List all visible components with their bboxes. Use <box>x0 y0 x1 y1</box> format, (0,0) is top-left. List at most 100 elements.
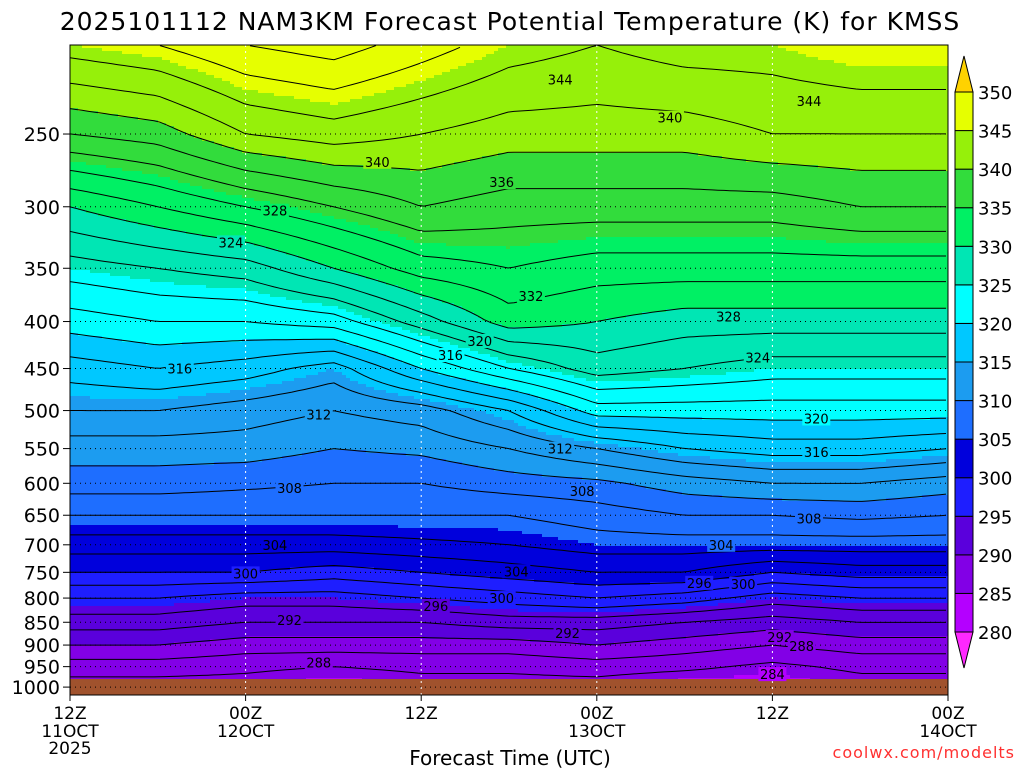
contour-label: 324 <box>744 351 772 367</box>
colorbar-label: 330 <box>978 237 1012 258</box>
contour-label: 320 <box>466 334 494 350</box>
colorbar-swatch <box>955 92 973 131</box>
contour-label: 296 <box>685 576 713 592</box>
y-tick-label: 550 <box>24 439 60 461</box>
colorbar-label: 290 <box>978 546 1012 567</box>
y-tick-label: 900 <box>24 635 60 657</box>
colorbar-label: 280 <box>978 623 1012 644</box>
x-tick-label: 12Z <box>53 704 86 724</box>
colorbar-swatch <box>955 131 973 170</box>
y-tick-label: 850 <box>24 612 60 634</box>
colorbar-label: 310 <box>978 392 1012 413</box>
colorbar-label: 350 <box>978 83 1012 104</box>
contour-label: 308 <box>568 484 596 500</box>
contour-label-text: 336 <box>489 176 514 191</box>
colorbar-label: 305 <box>978 430 1012 451</box>
y-tick-label: 400 <box>24 312 60 334</box>
contour-label-text: 324 <box>745 352 770 367</box>
contour-label: 304 <box>707 538 735 554</box>
colorbar-swatch <box>955 169 973 208</box>
contour-label: 288 <box>788 639 816 655</box>
contour-label-text: 300 <box>233 567 258 582</box>
y-tick-label: 1000 <box>12 677 60 699</box>
x-tick-year: 2025 <box>48 739 91 759</box>
contour-label-text: 308 <box>570 485 595 500</box>
contour-label: 308 <box>276 481 304 497</box>
contour-label: 284 <box>758 667 786 683</box>
colorbar-label: 345 <box>978 122 1012 143</box>
contour-label: 316 <box>436 348 464 364</box>
colorbar-swatch <box>955 246 973 285</box>
x-tick-label: 00Z <box>229 704 262 724</box>
contour-label-text: 344 <box>797 95 822 110</box>
footer-credit: coolwx.com/modelts <box>833 743 1015 762</box>
contour-label: 304 <box>261 538 289 554</box>
y-tick-label: 250 <box>24 124 60 146</box>
contour-label-text: 300 <box>731 578 756 593</box>
contour-label-text: 320 <box>804 412 829 427</box>
colorbar-swatch <box>955 208 973 247</box>
contour-label: 296 <box>422 599 450 615</box>
contour-label: 344 <box>546 72 574 88</box>
contour-label-text: 316 <box>438 349 463 364</box>
y-tick-label: 650 <box>24 505 60 527</box>
x-tick-date: 14OCT <box>919 722 977 742</box>
contour-label-text: 292 <box>555 627 580 642</box>
colorbar-label: 285 <box>978 584 1012 605</box>
colorbar-swatch <box>955 555 973 594</box>
contour-label-text: 316 <box>167 363 192 378</box>
y-tick-label: 600 <box>24 473 60 495</box>
contour-label: 340 <box>656 111 684 127</box>
colorbar-low-arrow <box>955 632 973 668</box>
contour-label-text: 292 <box>277 614 302 629</box>
chart-title: 2025101112 NAM3KM Forecast Potential Tem… <box>60 7 961 36</box>
contour-label-text: 328 <box>716 311 741 326</box>
contour-label-text: 284 <box>760 668 785 683</box>
contour-label-text: 340 <box>365 156 390 171</box>
colorbar-label: 325 <box>978 276 1012 297</box>
x-tick-label: 00Z <box>931 704 964 724</box>
contour-label-text: 304 <box>709 539 734 554</box>
contour-label: 328 <box>715 310 743 326</box>
y-tick-label: 500 <box>24 401 60 423</box>
y-tick-label: 350 <box>24 258 60 280</box>
colorbar-swatch <box>955 478 973 517</box>
contour-label-text: 304 <box>504 565 529 580</box>
contour-label: 344 <box>795 94 823 110</box>
contour-label: 288 <box>305 655 333 671</box>
y-tick-label: 950 <box>24 657 60 679</box>
contour-label-text: 316 <box>804 446 829 461</box>
contour-label-text: 328 <box>262 205 287 220</box>
contour-label-text: 340 <box>658 112 683 127</box>
contour-label: 300 <box>729 577 757 593</box>
contour-label: 300 <box>488 591 516 607</box>
contour-label: 292 <box>276 613 304 629</box>
contour-label: 316 <box>802 445 830 461</box>
contour-label: 332 <box>517 289 545 305</box>
contour-label: 300 <box>232 566 260 582</box>
contour-label-text: 300 <box>489 592 514 607</box>
contour-label-text: 288 <box>306 656 331 671</box>
contour-label: 336 <box>488 175 516 191</box>
contour-label-text: 320 <box>467 335 492 350</box>
y-tick-label: 800 <box>24 588 60 610</box>
colorbar-label: 315 <box>978 353 1012 374</box>
contour-label: 312 <box>305 408 333 424</box>
colorbar-swatch <box>955 285 973 324</box>
contour-label-text: 308 <box>797 512 822 527</box>
contour-label-text: 304 <box>262 539 287 554</box>
contour-label: 308 <box>795 511 823 527</box>
x-tick-label: 12Z <box>756 704 789 724</box>
y-tick-label: 750 <box>24 562 60 584</box>
colorbar-label: 300 <box>978 469 1012 490</box>
x-tick-date: 13OCT <box>568 722 626 742</box>
colorbar-label: 335 <box>978 199 1012 220</box>
colorbar-swatch <box>955 439 973 478</box>
contour-label: 312 <box>546 442 574 458</box>
y-axis: 2503003504004505005506006507007508008509… <box>12 124 70 699</box>
contour-label-text: 288 <box>789 640 814 655</box>
x-tick-label: 12Z <box>405 704 438 724</box>
x-axis-label: Forecast Time (UTC) <box>409 746 611 768</box>
colorbar-swatch <box>955 516 973 555</box>
